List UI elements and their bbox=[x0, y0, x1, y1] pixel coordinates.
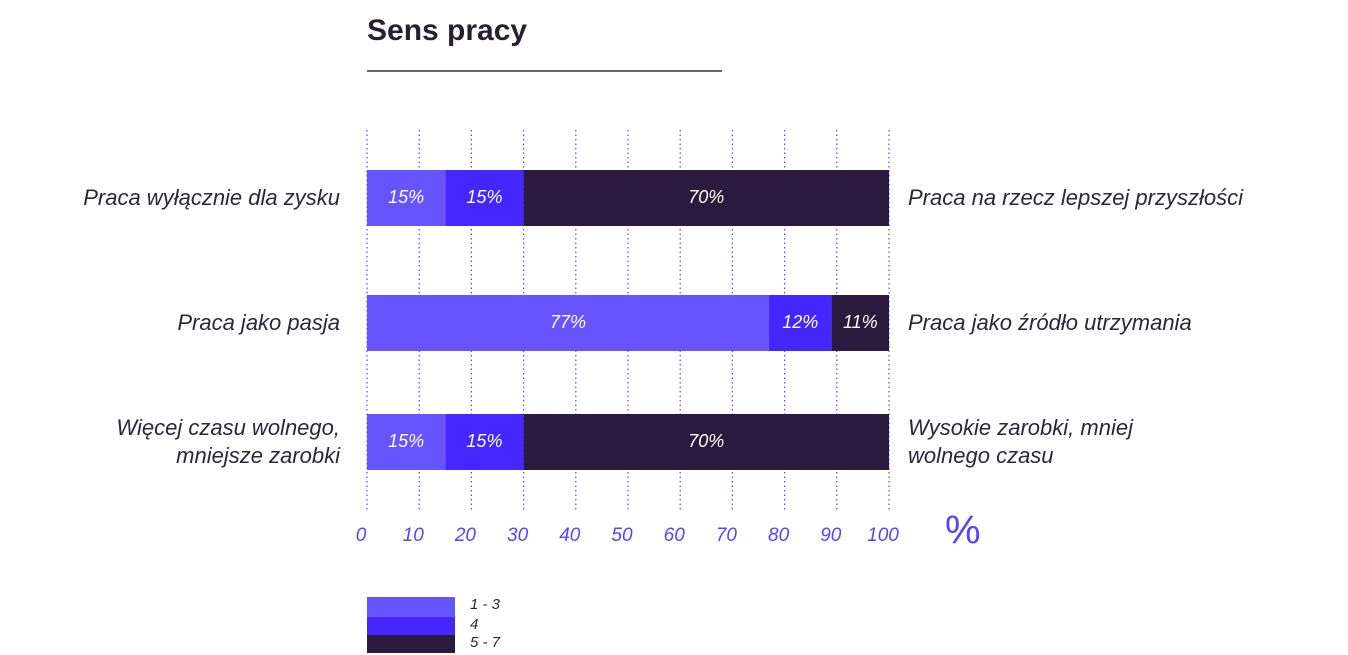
x-axis-label: % bbox=[945, 509, 981, 553]
bar-segment bbox=[367, 295, 769, 351]
bar-segment bbox=[831, 295, 889, 351]
legend-swatch bbox=[367, 597, 455, 617]
bar-segment bbox=[523, 170, 889, 226]
x-tick-label: 90 bbox=[820, 525, 842, 546]
value-label: 77% bbox=[550, 312, 586, 332]
value-label: 15% bbox=[388, 431, 424, 451]
bar-segment bbox=[367, 170, 446, 226]
value-label: 15% bbox=[466, 431, 502, 451]
left-label: Praca wyłącznie dla zysku bbox=[83, 185, 340, 210]
legend-label: 1 - 3 bbox=[470, 596, 501, 613]
x-tick-label: 60 bbox=[664, 525, 686, 546]
legend-label: 4 bbox=[470, 616, 478, 633]
value-label: 15% bbox=[388, 187, 424, 207]
x-tick-label: 40 bbox=[559, 525, 581, 546]
right-label: Praca na rzecz lepszej przyszłości bbox=[908, 185, 1244, 210]
value-label: 70% bbox=[688, 187, 724, 207]
legend-swatch bbox=[367, 617, 455, 635]
bar-segment bbox=[523, 414, 889, 470]
x-tick-label: 100 bbox=[867, 525, 899, 546]
bar-segment bbox=[445, 414, 524, 470]
legend-label: 5 - 7 bbox=[470, 634, 501, 651]
x-tick-label: 20 bbox=[454, 525, 477, 546]
x-tick-label: 80 bbox=[768, 525, 790, 546]
bar-segment bbox=[768, 295, 832, 351]
value-label: 15% bbox=[466, 187, 502, 207]
value-label: 11% bbox=[843, 312, 878, 332]
bar-segment bbox=[367, 414, 446, 470]
left-label: Więcej czasu wolnego, mniejsze zarobki bbox=[116, 415, 340, 468]
right-label: Praca jako źródło utrzymania bbox=[908, 310, 1192, 335]
left-label: Praca jako pasja bbox=[177, 310, 340, 335]
value-label: 70% bbox=[688, 431, 724, 451]
x-tick-label: 70 bbox=[716, 525, 738, 546]
value-label: 12% bbox=[782, 312, 818, 332]
x-tick-label: 10 bbox=[403, 525, 425, 546]
x-tick-label: 30 bbox=[507, 525, 529, 546]
x-tick-label: 50 bbox=[611, 525, 633, 546]
legend-swatch bbox=[367, 635, 455, 653]
x-tick-label: 0 bbox=[356, 525, 367, 546]
bar-segment bbox=[445, 170, 524, 226]
right-label: Wysokie zarobki, mniej wolnego czasu bbox=[908, 415, 1133, 468]
chart-title: Sens pracy bbox=[367, 14, 527, 47]
